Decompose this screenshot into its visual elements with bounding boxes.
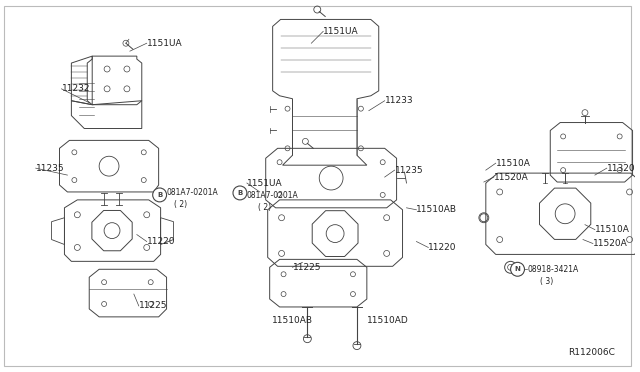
- Text: 11220: 11220: [147, 237, 175, 246]
- Text: 11510AB: 11510AB: [271, 316, 313, 326]
- Text: 11510AD: 11510AD: [367, 316, 408, 326]
- Text: 11220: 11220: [428, 243, 457, 252]
- Text: B: B: [157, 192, 163, 198]
- Text: 1151UA: 1151UA: [323, 27, 359, 36]
- Circle shape: [153, 188, 166, 202]
- Text: 11225: 11225: [292, 263, 321, 272]
- Text: 081A7-0201A: 081A7-0201A: [247, 192, 299, 201]
- Text: 08918-3421A: 08918-3421A: [527, 265, 579, 274]
- Text: 11320: 11320: [607, 164, 636, 173]
- Text: 11510A: 11510A: [496, 159, 531, 168]
- Text: 11520A: 11520A: [493, 173, 529, 182]
- Text: 11232: 11232: [61, 84, 90, 93]
- Text: 11233: 11233: [385, 96, 413, 105]
- Circle shape: [233, 186, 247, 200]
- Text: 11510AB: 11510AB: [417, 205, 458, 214]
- Text: 1151UA: 1151UA: [247, 179, 282, 187]
- Circle shape: [511, 262, 525, 276]
- Text: ( 2): ( 2): [173, 201, 187, 209]
- Text: 11520A: 11520A: [593, 239, 628, 248]
- Text: N: N: [515, 266, 520, 272]
- Text: 11235: 11235: [395, 166, 423, 174]
- Text: 1151UA: 1151UA: [147, 39, 182, 48]
- Text: B: B: [237, 190, 243, 196]
- Text: 11225: 11225: [139, 301, 167, 311]
- Text: 081A7-0201A: 081A7-0201A: [166, 189, 218, 198]
- Text: R112006C: R112006C: [568, 348, 614, 357]
- Text: 11510A: 11510A: [595, 225, 630, 234]
- Text: 11235: 11235: [36, 164, 64, 173]
- Text: ( 3): ( 3): [540, 277, 554, 286]
- Text: ( 2): ( 2): [258, 203, 271, 212]
